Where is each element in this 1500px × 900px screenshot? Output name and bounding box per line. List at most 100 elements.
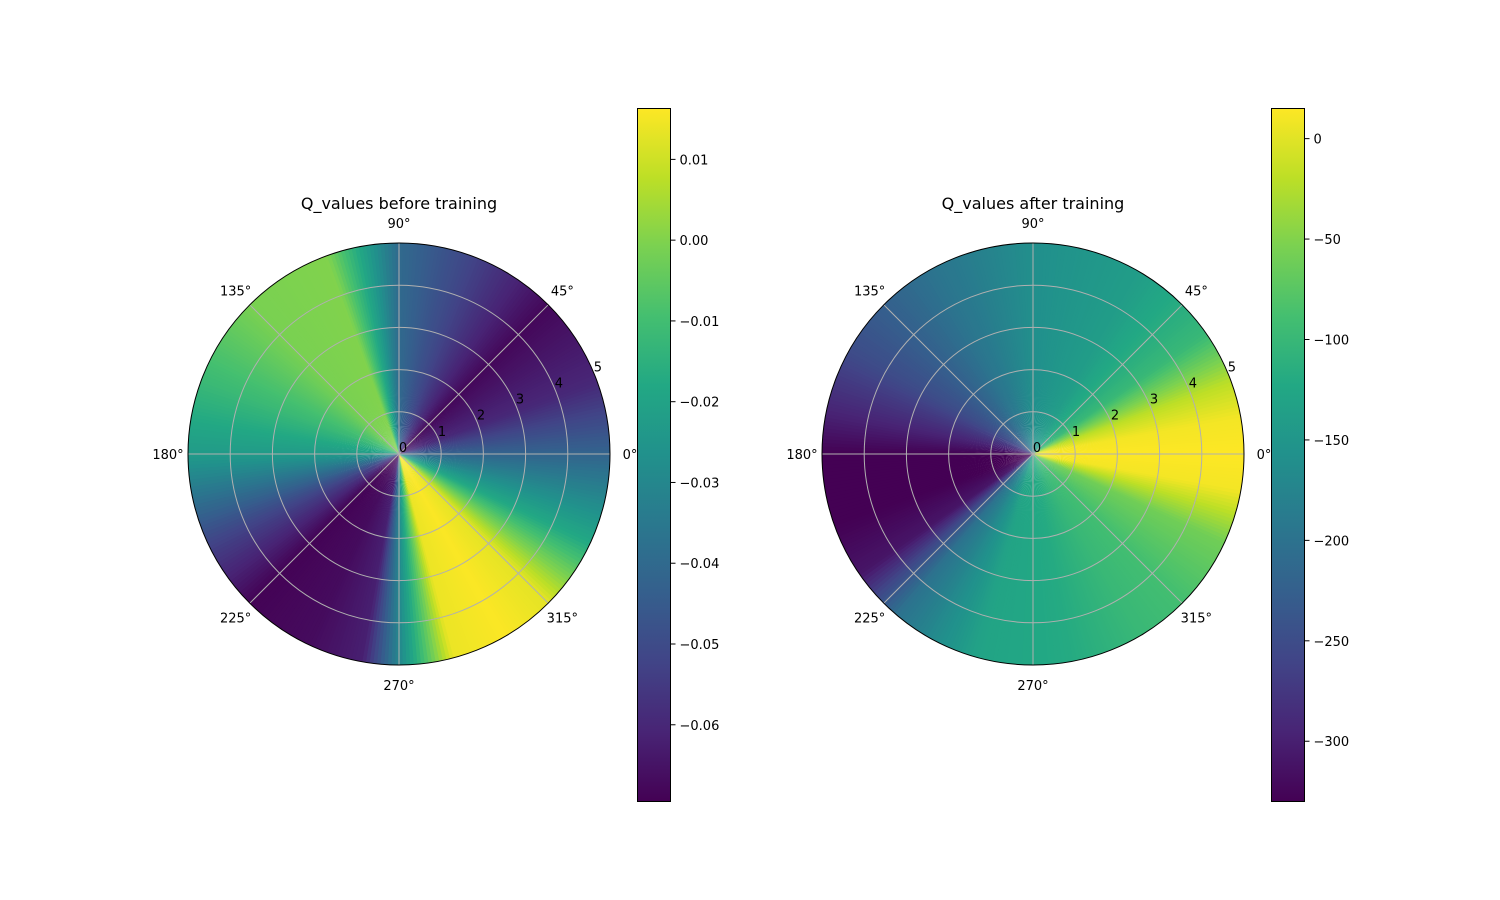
heatmap-wedge	[399, 454, 577, 572]
heatmap-wedge	[399, 454, 608, 491]
heatmap-wedge	[399, 320, 566, 454]
heatmap-wedge	[399, 454, 607, 495]
heatmap-wedge	[293, 454, 399, 640]
heatmap-wedge	[399, 332, 574, 454]
heatmap-wedge	[1033, 249, 1088, 454]
chart-title-after: Q_values after training	[942, 194, 1125, 214]
heatmap-wedge	[1033, 267, 1136, 454]
heatmap-wedge	[274, 281, 399, 454]
heatmap-wedge	[903, 454, 1033, 624]
heatmap-wedge	[399, 274, 514, 454]
heatmap-wedge	[1033, 320, 1200, 454]
heatmap-wedge	[290, 454, 399, 638]
heatmap-wedge	[202, 371, 399, 454]
heatmap-wedge	[905, 283, 1033, 454]
heatmap-wedge	[824, 417, 1033, 454]
heatmap-wedge	[858, 454, 1033, 576]
r-tick-label: 2	[1111, 409, 1119, 424]
heatmap-wedge	[827, 402, 1033, 454]
heatmap-wedge	[822, 439, 1033, 454]
heatmap-wedge	[189, 420, 399, 454]
heatmap-wedge	[399, 454, 555, 601]
heatmap-wedge	[1033, 454, 1203, 584]
theta-grid-line	[883, 453, 1034, 604]
heatmap-wedge	[236, 315, 399, 454]
theta-tick-label: 45°	[551, 285, 574, 300]
heatmap-wedge	[1033, 454, 1222, 554]
heatmap-wedge	[399, 243, 418, 454]
heatmap-wedge	[989, 454, 1033, 662]
heatmap-wedge	[243, 307, 399, 454]
heatmap-wedge	[870, 315, 1033, 454]
colorbar-tick-label: −150	[1314, 434, 1350, 449]
heatmap-wedge	[1033, 250, 1095, 454]
heatmap-wedge	[399, 454, 583, 563]
heatmap-wedge	[399, 454, 610, 477]
heatmap-wedge	[306, 454, 399, 646]
heatmap-wedge	[823, 424, 1033, 454]
heatmap-wedge	[1033, 454, 1240, 502]
chart-title-before: Q_values before training	[301, 194, 497, 214]
heatmap-wedge	[225, 329, 399, 454]
heatmap-wedge	[399, 454, 586, 557]
heatmap-wedge	[1033, 454, 1215, 566]
heatmap-wedge	[399, 260, 489, 454]
heatmap-wedge	[347, 454, 399, 660]
heatmap-wedge	[196, 388, 399, 454]
heatmap-wedge	[399, 291, 538, 454]
heatmap-wedge	[399, 454, 544, 611]
heatmap-wedge	[333, 454, 399, 657]
heatmap-wedge	[257, 454, 399, 614]
heatmap-wedge	[974, 454, 1033, 659]
heatmap-wedge	[274, 454, 399, 628]
heatmap-wedge	[399, 454, 524, 627]
heatmap-wedge	[1033, 454, 1176, 614]
heatmap-wedge	[1033, 454, 1224, 550]
heatmap-wedge	[399, 454, 604, 509]
heatmap-wedge	[834, 378, 1033, 454]
heatmap-wedge	[1033, 454, 1137, 641]
heatmap-wedge	[228, 454, 399, 582]
heatmap-wedge	[242, 454, 399, 599]
heatmap-wedge	[902, 285, 1033, 454]
heatmap-wedge	[1033, 454, 1209, 576]
heatmap-wedge	[960, 454, 1033, 654]
heatmap-wedge	[1033, 454, 1189, 601]
heatmap-wedge	[189, 424, 399, 454]
heatmap-wedge	[399, 246, 440, 454]
heatmap-wedge	[188, 439, 399, 454]
heatmap-wedge	[399, 454, 566, 587]
heatmap-wedge	[226, 454, 399, 579]
heatmap-wedge	[1033, 265, 1133, 454]
heatmap-wedge	[246, 304, 399, 454]
heatmap-wedge	[822, 442, 1033, 454]
heatmap-wedge	[399, 251, 465, 454]
heatmap-wedge	[399, 454, 590, 550]
heatmap-wedge	[992, 454, 1033, 662]
heatmap-wedge	[210, 354, 399, 454]
heatmap-wedge	[391, 454, 399, 665]
heatmap-wedge	[399, 454, 599, 527]
heatmap-wedge	[1033, 276, 1151, 454]
heatmap-wedge	[1033, 454, 1186, 604]
heatmap-wedge	[1033, 338, 1212, 454]
heatmap-wedge	[1033, 454, 1241, 495]
heatmap-wedge	[217, 342, 399, 454]
heatmap-wedge	[1033, 454, 1225, 547]
heatmap-wedge	[399, 278, 521, 454]
heatmap-wedge	[1033, 252, 1102, 454]
heatmap-wedge	[852, 454, 1033, 567]
heatmap-wedge	[1033, 454, 1239, 506]
heatmap-wedge	[399, 243, 422, 454]
heatmap-wedge	[900, 454, 1033, 621]
heatmap-wedge	[284, 454, 399, 634]
theta-grid-line	[398, 304, 549, 455]
heatmap-wedge	[1033, 247, 1081, 454]
heatmap-wedge	[1033, 454, 1152, 631]
heatmap-wedge	[255, 454, 399, 612]
heatmap-wedge	[399, 294, 541, 454]
heatmap-wedge	[823, 428, 1033, 454]
heatmap-wedge	[399, 243, 414, 454]
heatmap-wedge	[847, 348, 1033, 454]
